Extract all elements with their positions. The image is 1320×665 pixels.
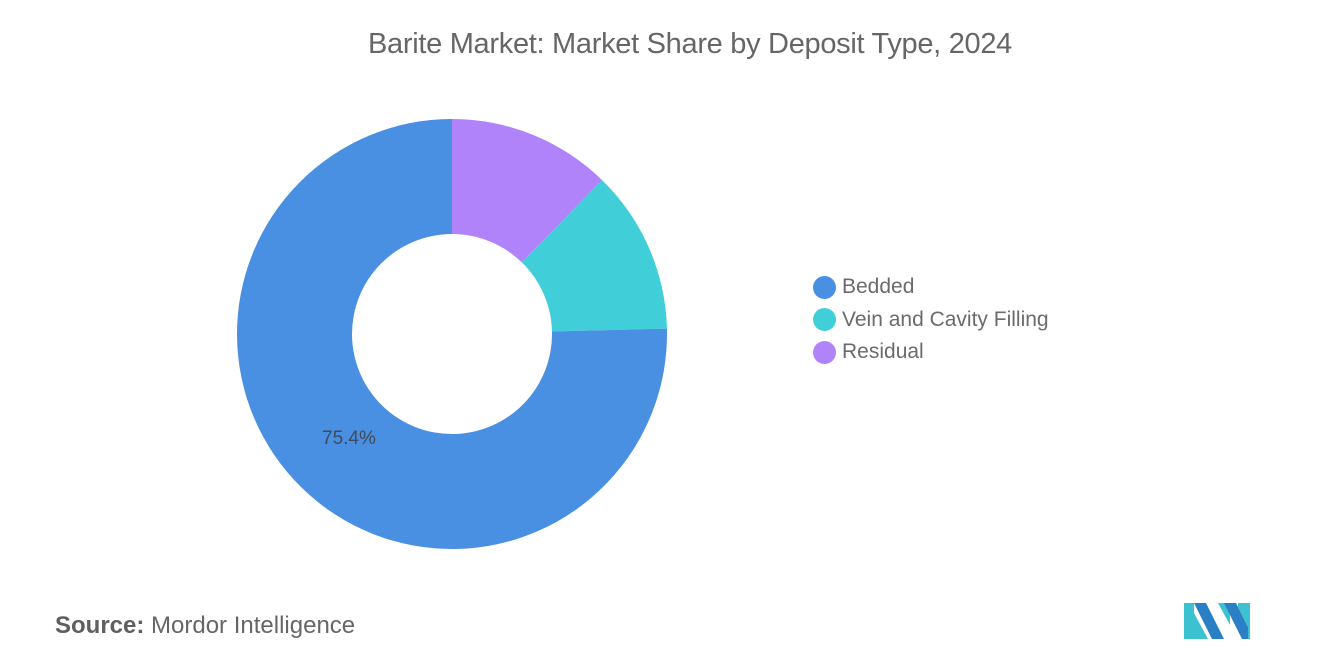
legend-item-residual[interactable]: Residual <box>813 336 1049 369</box>
source-value: Mordor Intelligence <box>151 612 356 639</box>
mordor-intelligence-logo-icon <box>1184 603 1250 639</box>
legend-marker-icon <box>813 340 836 364</box>
chart-title: Barite Market: Market Share by Deposit T… <box>367 28 1013 60</box>
donut-slices <box>236 119 667 549</box>
donut-slice-residual[interactable] <box>452 119 603 263</box>
donut-slice-vein-and-cavity-filling[interactable] <box>521 180 667 332</box>
legend-label: Vein and Cavity Filling <box>842 307 1049 331</box>
chart-legend: Bedded Vein and Cavity Filling Residual <box>813 271 1049 369</box>
donut-slice-bedded[interactable] <box>236 119 667 549</box>
legend-marker-icon <box>813 275 836 299</box>
bedded-data-label: 75.4% <box>322 428 376 449</box>
source-key: Source: <box>55 612 145 639</box>
legend-label: Bedded <box>842 275 915 299</box>
legend-label: Residual <box>842 340 924 364</box>
legend-item-bedded[interactable]: Bedded <box>813 271 1049 304</box>
source-attribution: Source: Mordor Intelligence <box>55 612 355 640</box>
legend-item-vein-and-cavity-filling[interactable]: Vein and Cavity Filling <box>813 304 1049 337</box>
legend-marker-icon <box>813 308 836 332</box>
